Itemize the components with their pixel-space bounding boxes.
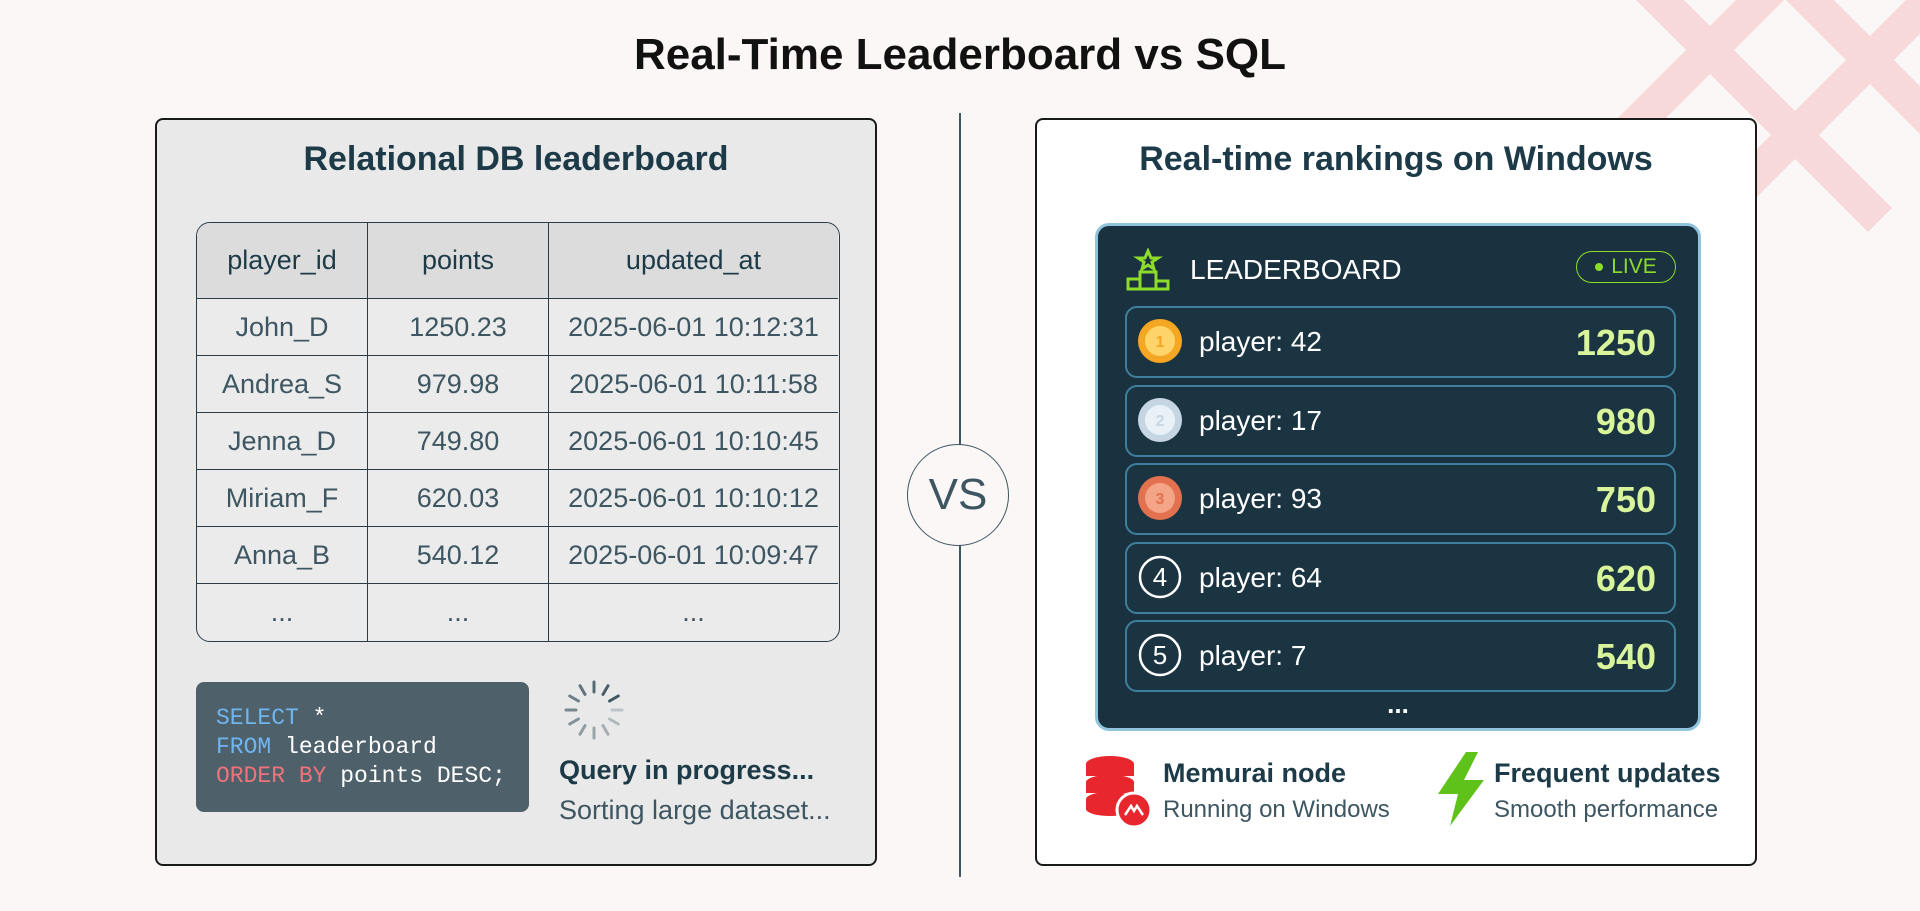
rank-number: 2 <box>1156 413 1165 430</box>
player-score: 1250 <box>1575 322 1656 363</box>
rank-circle <box>1138 555 1182 598</box>
feature-title: Memurai node <box>1163 758 1347 788</box>
table-cell: 1250.23 <box>367 299 548 356</box>
code-text: points DESC; <box>340 763 506 789</box>
rank-number: 3 <box>1156 491 1165 508</box>
spinner-tick <box>578 724 587 736</box>
rank-number: 1 <box>1156 334 1165 351</box>
status-title: Query in progress... <box>559 755 815 785</box>
table-cell: ... <box>548 584 838 641</box>
live-dot <box>1595 263 1604 271</box>
code-text: leaderboard <box>285 734 437 760</box>
vs-badge: VS <box>907 444 1009 546</box>
lightning-icon <box>1438 752 1484 826</box>
feature-subtitle: Smooth performance <box>1494 796 1719 823</box>
more: ... <box>1387 689 1409 719</box>
player-score: 620 <box>1595 557 1656 599</box>
spinner-tick <box>608 694 620 703</box>
left-panel: Relational DB leaderboard player_id point… <box>155 118 877 866</box>
feature-subtitle: Running on Windows <box>1163 796 1390 823</box>
rank-badge: 1 <box>1138 319 1182 363</box>
player-name: player: 17 <box>1199 404 1322 436</box>
player-name: player: 42 <box>1199 326 1322 357</box>
rank-circle <box>1138 633 1182 677</box>
player-score: 750 <box>1595 479 1656 520</box>
live-text: LIVE <box>1611 255 1657 278</box>
table-cell: 2025-06-01 10:10:45 <box>548 413 838 470</box>
spinner-tick <box>601 684 610 696</box>
rank-badge: 4 <box>1138 555 1182 598</box>
header-cell: updated_at <box>548 223 838 299</box>
header-cell: player_id <box>197 223 367 299</box>
spinner-tick <box>568 717 580 726</box>
spinner-tick <box>608 717 620 726</box>
player-score: 540 <box>1595 636 1656 677</box>
rank-badge: 3 <box>1138 476 1182 520</box>
leaderboard: LEADERBOARD LIVE ... 1 player: 42 1250 2 pla… <box>1095 223 1701 731</box>
rank-number: 5 <box>1153 640 1167 670</box>
leaderboard-row: 1 player: 42 1250 <box>1125 306 1676 378</box>
database-icon <box>1086 756 1153 828</box>
leaderboard-row: 2 player: 17 980 <box>1125 384 1676 457</box>
medal-inner <box>1145 404 1175 435</box>
table-cell: John_D <box>197 299 367 356</box>
table-cell: 979.98 <box>367 356 548 413</box>
code-keyword: FROM <box>216 734 272 760</box>
page-title: Real-Time Leaderboard vs SQL <box>633 30 1287 79</box>
table-cell: ... <box>367 584 548 641</box>
table-cell: 2025-06-01 10:11:58 <box>548 356 838 413</box>
table-cell: 540.12 <box>367 527 548 584</box>
medal-inner <box>1145 326 1175 356</box>
board-title: LEADERBOARD <box>1190 254 1402 285</box>
medal-inner <box>1145 483 1175 513</box>
spinner-tick <box>568 694 580 703</box>
table-cell: 2025-06-01 10:10:12 <box>548 470 838 527</box>
panel-heading: Real-time rankings on Windows <box>1139 140 1653 178</box>
rank-number: 4 <box>1153 562 1167 592</box>
code-keyword: ORDER BY <box>216 763 327 789</box>
player-name: player: 64 <box>1199 561 1322 593</box>
header-cell: points <box>367 223 548 299</box>
table-cell: Miriam_F <box>197 470 367 527</box>
spinner <box>564 680 624 740</box>
table-cell: 2025-06-01 10:09:47 <box>548 527 838 584</box>
podium-icon <box>1126 248 1170 291</box>
live-badge: LIVE <box>1576 251 1676 283</box>
spinner-tick <box>578 684 587 696</box>
table-cell: Jenna_D <box>197 413 367 470</box>
panel-heading: Relational DB leaderboard <box>303 140 729 178</box>
table: player_id points updated_at John_D 1250.23 20… <box>196 222 840 642</box>
player-name: player: 7 <box>1199 640 1307 671</box>
player-name: player: 93 <box>1199 483 1322 514</box>
code-text: * <box>312 705 327 731</box>
leaderboard-row: 3 player: 93 750 <box>1125 463 1676 535</box>
table-cell: 620.03 <box>367 470 548 527</box>
leaderboard-row: 4 player: 64 620 <box>1125 541 1676 614</box>
code-line: SELECT * <box>216 704 529 733</box>
right-panel: Real-time rankings on Windows LEADERBOAR… <box>1035 118 1757 866</box>
code-line: FROM leaderboard <box>216 733 529 762</box>
code-line: ORDER BY points DESC; <box>216 762 529 791</box>
table-cell: 2025-06-01 10:12:31 <box>548 299 838 356</box>
code-keyword: SELECT <box>216 705 299 731</box>
code-block: SELECT * FROM leaderboard ORDER BY points … <box>196 682 529 812</box>
table-cell: 749.80 <box>367 413 548 470</box>
rank-badge: 5 <box>1138 633 1182 677</box>
feature-title: Frequent updates <box>1494 758 1721 788</box>
status-subtitle: Sorting large dataset... <box>559 795 831 825</box>
table-cell: Anna_B <box>197 527 367 584</box>
spinner-tick <box>601 724 610 736</box>
table-cell: Andrea_S <box>197 356 367 413</box>
player-score: 980 <box>1595 400 1656 442</box>
rank-badge: 2 <box>1138 397 1182 442</box>
leaderboard-row: 5 player: 7 540 <box>1125 620 1676 692</box>
table-cell: ... <box>270 597 294 627</box>
